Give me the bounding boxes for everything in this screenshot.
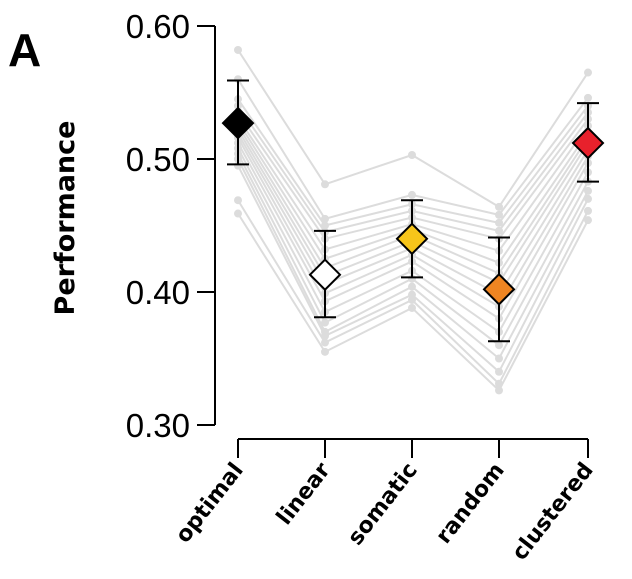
mean-marker-clustered <box>571 126 605 160</box>
individual-point <box>584 216 592 225</box>
individual-point <box>584 194 592 203</box>
individual-point <box>321 318 329 327</box>
individual-point <box>495 210 503 219</box>
panel-label: A <box>8 24 41 76</box>
individual-point <box>321 347 329 356</box>
individual-point <box>234 209 242 218</box>
individual-point <box>495 202 503 211</box>
individual-point <box>584 68 592 77</box>
summary-series <box>221 79 605 343</box>
individual-point <box>584 93 592 102</box>
individual-point <box>584 186 592 195</box>
mean-marker-optimal <box>221 106 255 140</box>
individual-point <box>495 218 503 227</box>
individual-point <box>584 206 592 215</box>
individual-point <box>408 190 416 199</box>
mean-marker-linear <box>308 258 342 292</box>
individual-point <box>495 386 503 395</box>
individual-point <box>408 303 416 312</box>
mean-marker-random <box>482 272 516 306</box>
x-tick-label-somatic: somatic <box>343 458 422 550</box>
x-tick-label-clustered: clustered <box>507 458 598 565</box>
y-tick-label: 0.50 <box>126 141 190 178</box>
individual-point <box>321 180 329 189</box>
individual-point <box>408 295 416 304</box>
individual-point <box>408 282 416 291</box>
x-tick-label-random: random <box>431 458 509 548</box>
individual-point <box>495 354 503 363</box>
individual-point <box>321 338 329 347</box>
individual-point <box>234 196 242 205</box>
x-tick-label-optimal: optimal <box>171 458 249 548</box>
individual-point <box>234 45 242 54</box>
y-tick-label: 0.40 <box>126 274 190 311</box>
y-tick-label: 0.60 <box>126 8 190 45</box>
mean-marker-somatic <box>395 222 429 256</box>
individual-point <box>495 341 503 350</box>
y-axis-label: Performance <box>50 121 81 316</box>
x-tick-label-linear: linear <box>272 458 336 530</box>
individual-point <box>495 367 503 376</box>
y-axis: 0.30 0.40 0.50 0.60 <box>126 8 216 444</box>
y-tick-label: 0.30 <box>126 407 190 444</box>
individual-point <box>408 151 416 160</box>
individual-point <box>495 226 503 235</box>
